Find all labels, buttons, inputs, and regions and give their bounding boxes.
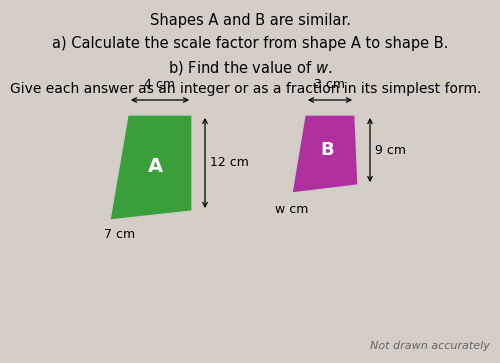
Polygon shape: [292, 115, 358, 193]
Text: 7 cm: 7 cm: [104, 228, 136, 241]
Text: 3 cm: 3 cm: [314, 78, 346, 91]
Polygon shape: [110, 115, 192, 220]
Text: b) Find the value of $w$.: b) Find the value of $w$.: [168, 59, 332, 77]
Text: 12 cm: 12 cm: [210, 156, 249, 170]
Text: Give each answer as an integer or as a fraction in its simplest form.: Give each answer as an integer or as a f…: [10, 82, 482, 96]
Text: 9 cm: 9 cm: [375, 143, 406, 156]
Text: 4 cm: 4 cm: [144, 78, 176, 91]
Text: w cm: w cm: [276, 203, 308, 216]
Text: Not drawn accurately: Not drawn accurately: [370, 341, 490, 351]
Text: Shapes A and B are similar.: Shapes A and B are similar.: [150, 13, 350, 28]
Text: a) Calculate the scale factor from shape A to shape B.: a) Calculate the scale factor from shape…: [52, 36, 448, 51]
Text: B: B: [320, 141, 334, 159]
Text: A: A: [148, 156, 162, 175]
